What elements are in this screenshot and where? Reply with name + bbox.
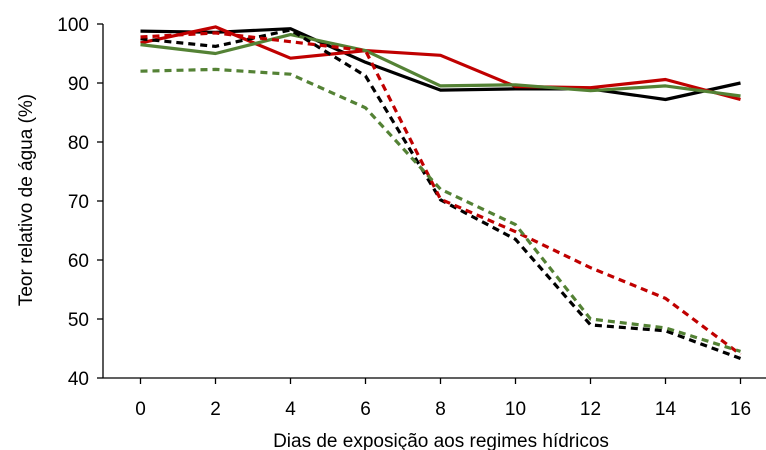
series-line-4-dashed	[140, 28, 742, 361]
tick-labels: 40 50 60 70 80 90 100 0 2 4 6 8 10 12 14 16	[57, 15, 751, 420]
x-tick-label: 12	[580, 399, 601, 420]
x-tick-label: 8	[435, 399, 446, 420]
y-tick-label: 100	[57, 15, 89, 36]
y-tick-label: 40	[68, 369, 89, 390]
series-line-3-solid	[140, 32, 741, 98]
y-tick-label: 90	[68, 74, 89, 95]
x-tick-label: 2	[210, 399, 221, 420]
y-tick-label: 60	[68, 251, 89, 272]
x-tick-label: 14	[655, 399, 677, 420]
series-line-1-solid	[140, 27, 741, 102]
y-tick-label: 50	[68, 310, 89, 331]
series-layer	[140, 25, 742, 361]
series-line-5-dashed	[140, 31, 742, 356]
y-tick-label: 70	[68, 192, 89, 213]
x-tick-label: 4	[285, 399, 296, 420]
y-tick-label: 80	[68, 133, 89, 154]
x-tick-label: 16	[730, 399, 751, 420]
x-tick-label: 6	[360, 399, 371, 420]
axes	[97, 23, 766, 384]
x-tick-label: 0	[135, 399, 146, 420]
x-tick-label: 10	[505, 399, 526, 420]
x-axis-title: Dias de exposição aos regimes hídricos	[273, 431, 609, 450]
series-line-6-dashed	[140, 67, 741, 353]
y-axis-title: Teor relativo de água (%)	[16, 94, 37, 306]
